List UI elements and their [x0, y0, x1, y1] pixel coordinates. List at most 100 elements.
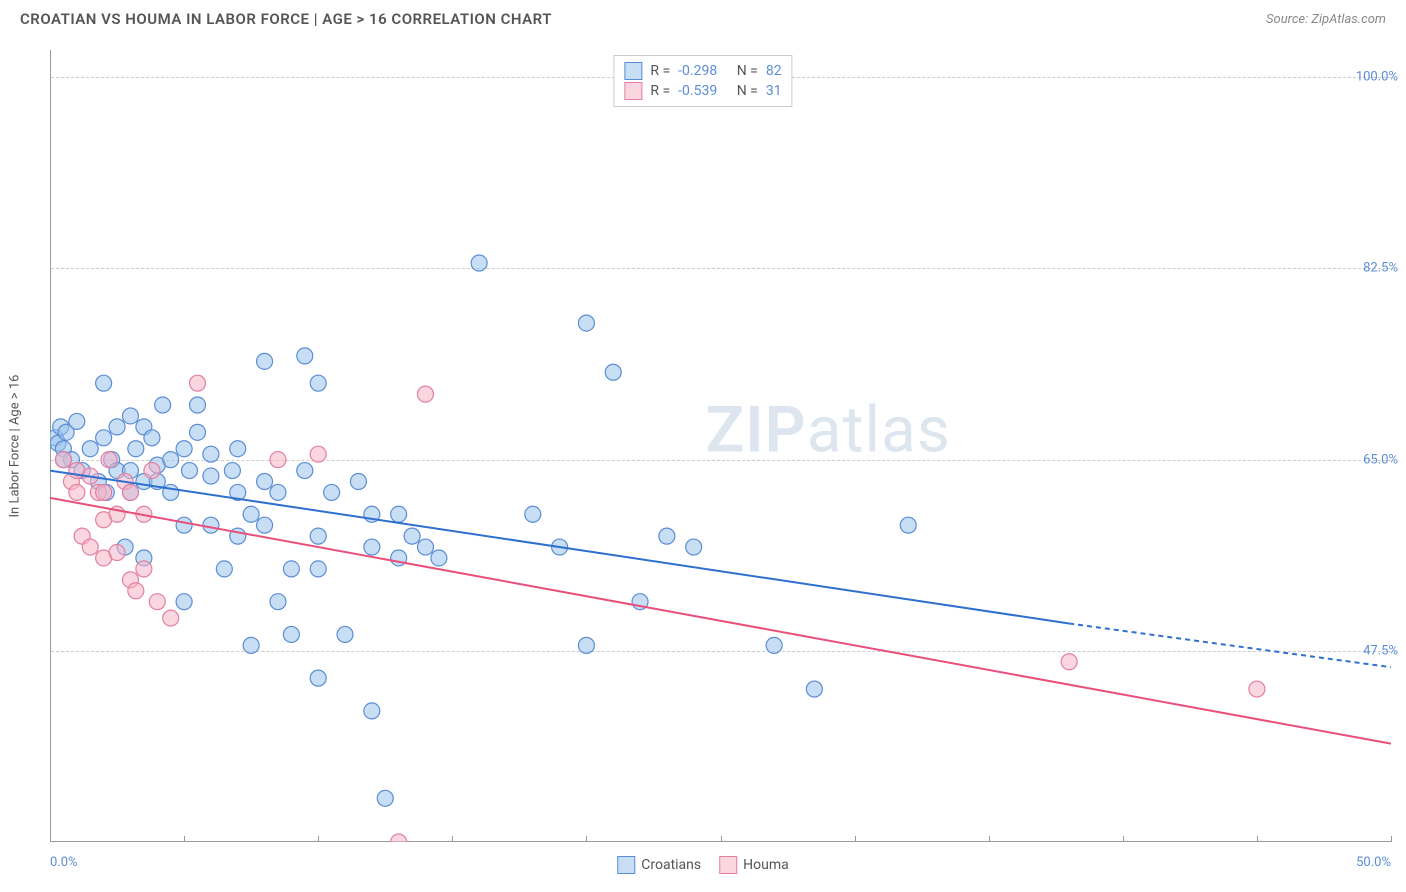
scatter-point [190, 375, 206, 391]
scatter-point [224, 463, 240, 479]
scatter-point [149, 594, 165, 610]
scatter-point [176, 441, 192, 457]
scatter-point [128, 583, 144, 599]
regression-line [50, 498, 1391, 744]
scatter-point [82, 539, 98, 555]
scatter-point [391, 506, 407, 522]
scatter-point [122, 408, 138, 424]
scatter-point [155, 397, 171, 413]
scatter-point [364, 703, 380, 719]
x-tick [1391, 836, 1392, 842]
scatter-point [310, 375, 326, 391]
scatter-point [605, 364, 621, 380]
chart-title: CROATIAN VS HOUMA IN LABOR FORCE | AGE >… [20, 10, 552, 28]
source-label: Source: ZipAtlas.com [1266, 12, 1386, 27]
n-label: N = [737, 83, 758, 99]
scatter-point [578, 637, 594, 653]
scatter-point [257, 517, 273, 533]
scatter-point [176, 594, 192, 610]
scatter-point [69, 484, 85, 500]
scatter-point [176, 517, 192, 533]
scatter-point [270, 452, 286, 468]
swatch-houma-bottom [719, 856, 737, 874]
y-axis-label: In Labor Force | Age > 16 [8, 375, 23, 518]
scatter-point [190, 424, 206, 440]
scatter-point [203, 517, 219, 533]
scatter-point [163, 452, 179, 468]
scatter-point [216, 561, 232, 577]
scatter-point [270, 484, 286, 500]
scatter-point [163, 610, 179, 626]
swatch-houma [624, 82, 642, 100]
scatter-point [417, 386, 433, 402]
scatter-point [257, 353, 273, 369]
scatter-point [203, 446, 219, 462]
scatter-point [900, 517, 916, 533]
scatter-point [297, 463, 313, 479]
scatter-point [686, 539, 702, 555]
scatter-point [364, 539, 380, 555]
scatter-point [283, 626, 299, 642]
scatter-point [270, 594, 286, 610]
scatter-point [96, 484, 112, 500]
scatter-point [391, 834, 407, 842]
legend-row-houma: R = -0.539 N = 31 [624, 81, 781, 101]
r-label: R = [650, 83, 670, 99]
scatter-point [471, 255, 487, 271]
scatter-point [181, 463, 197, 479]
scatter-point [806, 681, 822, 697]
scatter-point [337, 626, 353, 642]
swatch-croatians-bottom [617, 856, 635, 874]
scatter-point [136, 561, 152, 577]
scatter-point [96, 375, 112, 391]
scatter-point [283, 561, 299, 577]
scatter-point [128, 441, 144, 457]
legend-item-croatians: Croatians [617, 856, 701, 874]
scatter-point [525, 506, 541, 522]
scatter-svg [50, 50, 1391, 842]
scatter-point [766, 637, 782, 653]
swatch-croatians [624, 62, 642, 80]
scatter-point [417, 539, 433, 555]
scatter-point [1249, 681, 1265, 697]
regression-line [50, 471, 1069, 624]
correlation-legend: R = -0.298 N = 82 R = -0.539 N = 31 [613, 55, 792, 107]
scatter-point [350, 474, 366, 490]
scatter-point [310, 528, 326, 544]
r-label: R = [650, 63, 670, 79]
scatter-point [69, 413, 85, 429]
legend-item-houma: Houma [719, 856, 789, 874]
scatter-point [659, 528, 675, 544]
n-label: N = [737, 63, 758, 79]
scatter-point [578, 315, 594, 331]
legend-row-croatians: R = -0.298 N = 82 [624, 61, 781, 81]
x-axis-min-label: 0.0% [50, 855, 78, 870]
scatter-point [109, 419, 125, 435]
scatter-point [431, 550, 447, 566]
n-value-houma: 31 [766, 83, 782, 99]
scatter-point [310, 561, 326, 577]
scatter-point [324, 484, 340, 500]
series-legend: Croatians Houma [617, 856, 788, 874]
scatter-point [310, 446, 326, 462]
scatter-point [55, 452, 71, 468]
regression-line [1069, 624, 1391, 668]
scatter-point [203, 468, 219, 484]
scatter-point [109, 545, 125, 561]
x-axis-max-label: 50.0% [1356, 855, 1391, 870]
scatter-point [257, 474, 273, 490]
scatter-point [377, 790, 393, 806]
scatter-point [404, 528, 420, 544]
scatter-point [243, 637, 259, 653]
scatter-point [297, 348, 313, 364]
scatter-point [243, 506, 259, 522]
scatter-point [230, 441, 246, 457]
scatter-point [122, 484, 138, 500]
scatter-point [101, 452, 117, 468]
scatter-point [96, 430, 112, 446]
scatter-point [82, 441, 98, 457]
scatter-point [163, 484, 179, 500]
legend-label-houma: Houma [743, 857, 789, 873]
n-value-croatians: 82 [766, 63, 782, 79]
scatter-point [1061, 654, 1077, 670]
